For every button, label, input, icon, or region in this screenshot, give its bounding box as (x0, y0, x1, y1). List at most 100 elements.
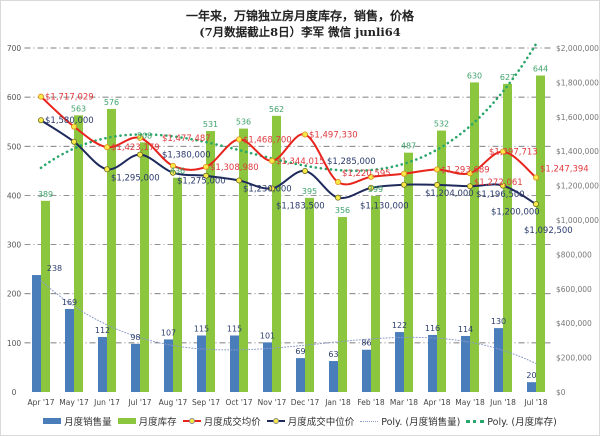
sales-data-label: 169 (62, 298, 77, 307)
inventory-data-label: 576 (104, 98, 119, 107)
x-tick-label: Jun '17 (93, 398, 120, 407)
median-price-marker (301, 167, 308, 174)
sales-bar (98, 336, 107, 392)
legend-swatch (117, 418, 136, 424)
x-tick-label: Jul '18 (523, 398, 547, 407)
x-tick-label: Apr '18 (424, 398, 451, 407)
average-price-label: $1,397,713 (489, 148, 538, 158)
x-tick-label: Oct '17 (226, 398, 253, 407)
inventory-data-label: 536 (236, 118, 251, 127)
legend-item: Poly. (月度库存) (466, 414, 557, 428)
average-price-marker (533, 174, 540, 181)
legend-swatch (466, 419, 485, 423)
legend-item: Poly. (月度销售量) (360, 414, 460, 428)
inventory-data-label: 630 (467, 71, 482, 80)
sales-data-label: 86 (361, 339, 371, 348)
legend-label: 月度库存 (138, 417, 177, 428)
x-tick-label: Jan '18 (324, 398, 351, 407)
right-tick-label: $1,800,000 (556, 78, 599, 87)
x-tick-label: Mar '18 (390, 398, 418, 407)
chart-title: 一年来，万锦独立房月度库存，销售，价格 (185, 9, 414, 23)
legend-label: Poly. (月度销售量) (381, 417, 461, 428)
legend-swatch (360, 420, 379, 422)
median-price-marker (104, 166, 111, 173)
legend-label: 月度成交中位价 (287, 417, 355, 428)
x-tick-label: May '17 (59, 398, 89, 407)
average-price-label: $1,423,179 (111, 143, 160, 153)
inventory-bar (140, 142, 149, 392)
median-price-label: $1,200,000 (491, 208, 540, 218)
median-price-line (40, 119, 537, 205)
median-price-marker (433, 181, 440, 188)
average-price-marker (38, 93, 45, 100)
average-price-marker (202, 163, 209, 170)
inventory-bar (437, 130, 446, 392)
legend-item: 月度销售量 (43, 414, 112, 428)
sales-data-label: 101 (260, 331, 275, 340)
median-price-marker (367, 184, 374, 191)
median-price-marker (235, 177, 242, 184)
median-price-marker (533, 201, 540, 208)
sales-bar (428, 334, 437, 392)
legend-label: Poly. (月度库存) (487, 417, 557, 428)
legend-label: 月度成交均价 (203, 417, 261, 428)
inventory-bar (74, 115, 83, 392)
right-tick-label: $2,000,000 (556, 44, 599, 53)
average-price-label: $1,477,487 (162, 134, 211, 144)
inventory-data-label: 436 (170, 167, 185, 176)
median-price-label: $1,092,500 (524, 226, 573, 236)
sales-data-label: 115 (194, 324, 209, 333)
median-price-marker (268, 185, 275, 192)
right-tick-label: $400,000 (556, 319, 592, 328)
average-price-label: $1,308,980 (210, 163, 259, 173)
median-price-label: $1,196,500 (476, 190, 525, 200)
inventory-bar (239, 128, 248, 392)
inventory-bar (173, 177, 182, 392)
sales-data-label: 115 (227, 324, 242, 333)
average-price-marker (235, 136, 242, 143)
sales-bar (296, 358, 305, 392)
inventory-data-label: 562 (269, 105, 284, 114)
left-tick-label: 500 (7, 142, 22, 151)
inventory-data-label: 399 (368, 185, 383, 194)
left-tick-label: 600 (7, 93, 22, 102)
inventory-bar (338, 217, 347, 392)
inventory-data-label: 644 (533, 65, 548, 74)
median-price-marker (71, 138, 78, 145)
inventory-bar (503, 83, 512, 393)
sales-data-label: 20 (526, 371, 536, 380)
median-price-label: $1,275,000 (177, 177, 226, 187)
x-tick-label: Jun '18 (489, 398, 516, 407)
sales-data-label: 98 (130, 333, 140, 342)
legend-swatch (43, 418, 62, 424)
inventory-bar (371, 195, 380, 392)
sales-bar (32, 275, 41, 392)
x-tick-label: Nov '17 (258, 398, 287, 407)
sales-data-label: 238 (47, 264, 62, 273)
average-price-marker (169, 162, 176, 169)
x-tick-label: Apr '17 (28, 398, 55, 407)
legend-item: 月度成交均价 (182, 414, 261, 428)
sales-bar (461, 335, 470, 392)
average-price-marker (136, 134, 143, 141)
average-price-label: $1,497,330 (309, 130, 358, 140)
inventory-bar (107, 108, 116, 393)
right-tick-label: $800,000 (556, 250, 592, 259)
x-tick-label: Sep '17 (192, 398, 220, 407)
sales-trendline (40, 280, 537, 364)
sales-bar (131, 343, 140, 392)
left-tick-label: 100 (7, 339, 22, 348)
sales-bar (362, 349, 371, 392)
inventory-bar (536, 75, 545, 393)
average-price-marker (400, 170, 407, 177)
inventory-bar (305, 197, 314, 392)
inventory-data-label: 389 (38, 190, 53, 199)
x-tick-label: Feb '18 (357, 398, 384, 407)
sales-data-label: 130 (491, 317, 506, 326)
average-price-marker (367, 173, 374, 180)
inventory-data-label: 487 (401, 142, 416, 151)
average-price-label: $1,293,689 (441, 165, 490, 175)
average-price-label: $1,717,029 (45, 93, 94, 103)
chart-subtitle: (7月数据截止8日）李军 微信 junli64 (199, 25, 401, 39)
average-price-marker (71, 123, 78, 130)
